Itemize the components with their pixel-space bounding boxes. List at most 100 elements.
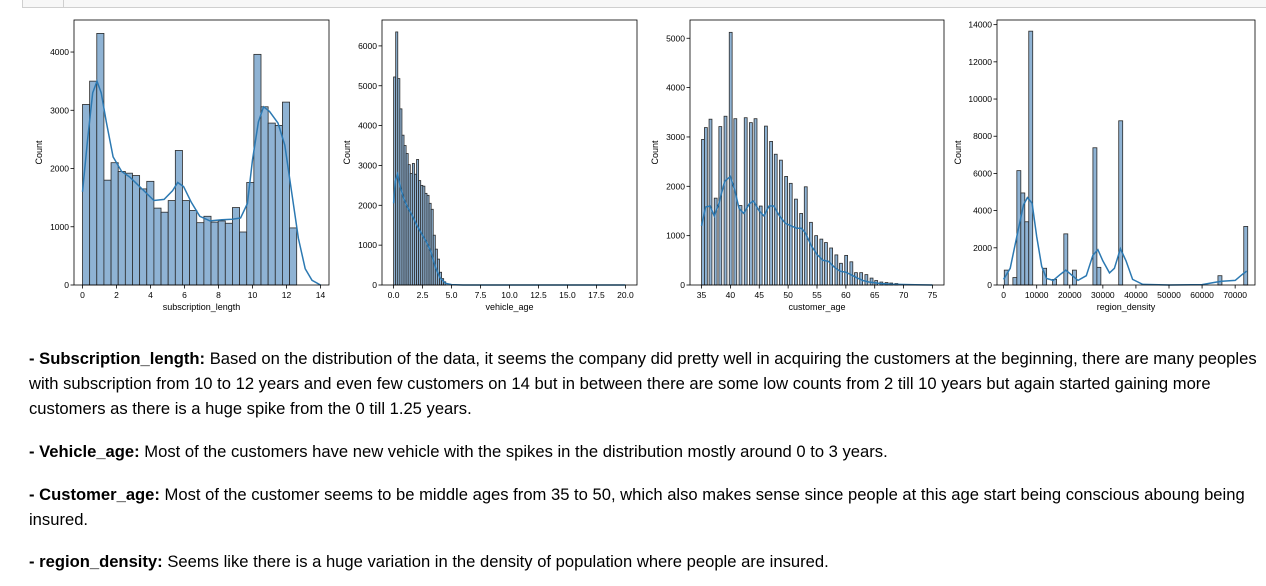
histogram-bar [189,210,198,286]
histogram-bar [758,205,763,286]
y-tick-label: 1000 [358,240,377,250]
x-tick-label: 20000 [1058,290,1082,300]
y-tick-label: 2000 [358,200,377,210]
histogram-bar [274,125,283,286]
histogram-bar [196,222,205,286]
histogram-bar [1024,221,1030,286]
x-tick-label: 10 [248,290,258,300]
y-tick-label: 5000 [358,81,377,91]
histogram-bar [289,227,298,286]
y-tick-label: 0 [372,280,377,290]
cell-prompt-divider [63,0,64,7]
histogram-bar [769,140,773,286]
histogram-subscription-length: 0 2 4 6 8 10 12 14 0 1000 2000 3000 4000 subscription… [34,19,330,312]
note-label: - Customer_age: [29,485,160,504]
x-tick-label: 12.5 [530,290,547,300]
histogram-bar [224,222,233,286]
y-axis-label: Count [34,140,44,165]
note-label: - region_density: [29,552,163,571]
kde-line [700,175,933,286]
histogram-bar [282,101,290,286]
histogram-bar [110,162,119,286]
y-tick-label: 3000 [50,105,69,115]
histogram-bar [132,175,141,286]
histogram-bar [819,238,824,286]
note-text: Most of the customer seems to be middle … [29,485,1245,529]
note-customer-age: - Customer_age: Most of the customer see… [29,482,1264,532]
histogram-bar [1012,277,1018,286]
x-axis-label: customer_age [788,302,845,312]
y-tick-label: 4000 [666,83,685,93]
note-region-density: - region_density: Seems like there is a … [29,549,1264,574]
y-tick-label: 10000 [968,94,992,104]
note-vehicle-age: - Vehicle_age: Most of the customers hav… [29,439,1264,464]
x-tick-label: 0.0 [388,290,400,300]
histogram-bar [864,274,869,286]
histogram-bar [824,242,828,286]
histogram-bar [733,118,738,286]
kde-line [1002,196,1248,286]
histogram-bar [253,53,262,286]
histogram-bar [794,198,798,286]
y-axis-label: Count [342,140,352,165]
histogram-bar [1217,275,1223,286]
y-tick-label: 4000 [358,121,377,131]
y-tick-label: 6000 [973,168,992,178]
y-tick-label: 0 [680,280,685,290]
histogram-vehicle-age: 0.0 2.5 5.0 7.5 10.0 12.5 15.0 17.5 20.0 0 1000 200… [342,19,638,312]
x-tick-label: 45 [755,290,765,300]
x-axis-label: vehicle_age [485,302,533,312]
histogram-bar [844,254,849,286]
y-tick-label: 4000 [50,47,69,57]
x-tick-label: 14 [316,290,326,300]
histogram-bar [260,106,269,286]
histogram-bar [708,118,713,286]
note-label: - Subscription_length: [29,349,206,368]
note-text: Based on the distribution of the data, i… [29,349,1257,418]
y-tick-label: 12000 [968,57,992,67]
histogram-bar [1092,147,1098,286]
histogram-bar [167,200,176,286]
histogram-bar [718,126,723,286]
y-tick-label: 6000 [358,41,377,51]
note-label: - Vehicle_age: [29,442,140,461]
histogram-bar [160,211,169,286]
x-tick-label: 50000 [1157,290,1181,300]
histogram-bar [239,231,248,286]
histogram-bar [96,33,105,286]
histogram-bar [217,220,226,286]
y-tick-label: 0 [987,280,992,290]
histogram-bar [124,172,133,286]
y-tick-label: 8000 [973,131,992,141]
histogram-bar [779,159,783,286]
histogram-bar [728,31,733,286]
plot-frame [73,19,330,286]
x-tick-label: 60 [841,290,851,300]
histogram-bar [174,150,183,286]
plot-frame [996,19,1256,286]
histogram-bar [117,171,126,286]
y-tick-label: 0 [64,280,69,290]
kde-line [81,79,321,286]
x-tick-label: 10000 [1025,290,1049,300]
x-axis-label: subscription_length [163,302,241,312]
y-tick-label: 3000 [358,160,377,170]
x-tick-label: 20.0 [617,290,634,300]
y-tick-label: 3000 [666,132,685,142]
x-tick-label: 12 [282,290,292,300]
x-tick-label: 40 [726,290,736,300]
histogram-bar [1063,233,1069,286]
x-tick-label: 15.0 [559,290,576,300]
y-tick-label: 1000 [666,231,685,241]
y-tick-label: 5000 [666,33,685,43]
y-tick-label: 2000 [50,164,69,174]
histogram-bar [764,125,768,286]
x-tick-label: 7.5 [475,290,487,300]
y-tick-label: 2000 [666,181,685,191]
y-tick-label: 2000 [973,243,992,253]
x-tick-label: 60000 [1190,290,1214,300]
x-tick-label: 5.0 [446,290,458,300]
x-tick-label: 50 [783,290,793,300]
x-tick-label: 10.0 [501,290,518,300]
histogram-bar [784,176,788,286]
